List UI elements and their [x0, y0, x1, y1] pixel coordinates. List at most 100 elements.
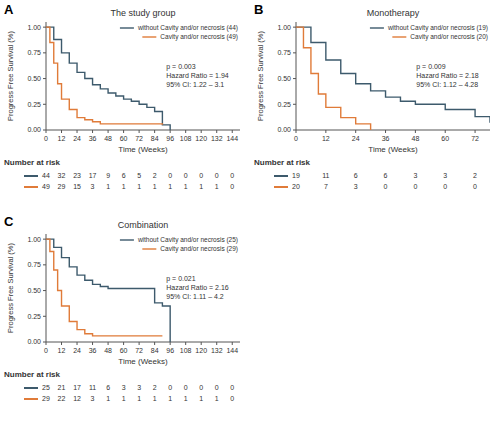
risk-count: 1: [137, 395, 141, 402]
risk-count: 1: [215, 183, 219, 190]
x-tick: [475, 130, 476, 133]
risk-count: 1: [122, 183, 126, 190]
risk-count: 1: [106, 395, 110, 402]
annotation: p = 0.003Hazard Ratio = 1.9495% CI: 1.22…: [166, 63, 229, 88]
x-tick: [296, 130, 297, 133]
y-tick-label: 1.00: [277, 24, 291, 31]
x-tick: [325, 130, 326, 133]
x-tick: [123, 342, 124, 345]
x-tick-label: 48: [104, 347, 112, 354]
x-tick: [139, 130, 140, 133]
x-tick-label: 132: [211, 135, 223, 142]
annotation-line: 95% CI: 1.11 – 4.2: [166, 293, 224, 300]
risk-table: Number at risk44322317965200000492915311…: [4, 158, 234, 190]
x-axis-label: Time (Weeks): [118, 357, 168, 366]
x-tick: [61, 342, 62, 345]
risk-count: 3: [137, 384, 141, 391]
legend-label: Cavity and/or necrosis (29): [160, 245, 238, 253]
x-tick: [445, 130, 446, 133]
risk-count: 1: [199, 183, 203, 190]
risk-row-key: [274, 175, 288, 177]
x-tick: [232, 130, 233, 133]
y-tick-label: 0.50: [277, 75, 291, 82]
survival-curve: [46, 27, 170, 130]
x-tick-label: 108: [180, 135, 192, 142]
risk-count: 1: [153, 183, 157, 190]
x-tick-label: 144: [226, 135, 238, 142]
risk-count: 0: [199, 384, 203, 391]
risk-title: Number at risk: [254, 158, 311, 167]
x-tick-label: 12: [58, 135, 66, 142]
x-tick: [232, 342, 233, 345]
chart-canvas: AThe study group0.000.250.500.751.000122…: [0, 0, 500, 425]
legend-label: Cavity and/or necrosis (49): [160, 33, 238, 41]
y-tick: [43, 239, 46, 240]
risk-count: 1: [168, 395, 172, 402]
y-tick-label: 0.75: [27, 49, 41, 56]
risk-count: 6: [384, 172, 388, 179]
y-tick: [43, 264, 46, 265]
x-tick-label: 0: [294, 135, 298, 142]
risk-count: 0: [413, 183, 417, 190]
y-tick-label: 0.75: [277, 49, 291, 56]
y-tick: [43, 290, 46, 291]
y-tick-label: 0.00: [27, 338, 41, 345]
risk-table: Number at risk25211711633200000292212311…: [4, 370, 234, 402]
y-tick: [293, 27, 296, 28]
annotation-line: 95% CI: 1.22 – 3.1: [166, 81, 224, 88]
x-tick: [185, 342, 186, 345]
x-tick: [61, 130, 62, 133]
survival-curve: [296, 27, 490, 123]
legend-swatch: [370, 27, 384, 28]
risk-count: 6: [106, 384, 110, 391]
x-tick: [77, 130, 78, 133]
risk-count: 1: [215, 395, 219, 402]
legend: without Cavity and/or necrosis (19)Cavit…: [370, 24, 488, 41]
risk-count: 3: [413, 172, 417, 179]
risk-count: 3: [91, 395, 95, 402]
survival-curve: [46, 27, 162, 125]
x-tick-label: 48: [104, 135, 112, 142]
risk-count: 21: [58, 384, 66, 391]
plot-area: [46, 27, 170, 130]
annotation-line: p = 0.009: [416, 63, 445, 71]
x-tick-label: 36: [89, 347, 97, 354]
legend-label: without Cavity and/or necrosis (19): [387, 24, 488, 32]
x-tick-label: 84: [151, 347, 159, 354]
risk-count: 29: [58, 183, 66, 190]
risk-count: 0: [384, 183, 388, 190]
y-tick: [43, 316, 46, 317]
x-tick-label: 24: [73, 347, 81, 354]
x-tick-label: 60: [441, 135, 449, 142]
legend-swatch: [142, 36, 156, 37]
risk-count: 5: [137, 172, 141, 179]
x-tick: [216, 130, 217, 133]
x-tick-label: 36: [382, 135, 390, 142]
x-tick: [201, 342, 202, 345]
y-tick-label: 0.00: [27, 126, 41, 133]
risk-count: 0: [473, 183, 477, 190]
x-axis-line: [46, 130, 240, 131]
x-tick-label: 120: [195, 135, 207, 142]
annotation-line: 95% CI: 1.12 – 4.28: [416, 81, 478, 88]
risk-count: 0: [230, 384, 234, 391]
y-tick: [43, 104, 46, 105]
y-tick-label: 1.00: [27, 24, 41, 31]
panel: BMonotherapy0.000.250.500.751.0001224364…: [254, 2, 490, 190]
y-tick: [43, 52, 46, 53]
x-tick: [123, 130, 124, 133]
risk-count: 0: [168, 384, 172, 391]
risk-count: 1: [153, 395, 157, 402]
risk-count: 1: [168, 183, 172, 190]
legend-swatch: [392, 36, 406, 37]
x-tick: [415, 130, 416, 133]
x-tick: [385, 130, 386, 133]
risk-count: 0: [230, 395, 234, 402]
risk-count: 20: [292, 183, 300, 190]
survival-curve: [46, 239, 162, 336]
risk-count: 2: [153, 384, 157, 391]
legend-swatch: [120, 27, 134, 28]
risk-row-key: [24, 186, 38, 188]
x-tick-label: 72: [471, 135, 479, 142]
x-tick: [77, 342, 78, 345]
